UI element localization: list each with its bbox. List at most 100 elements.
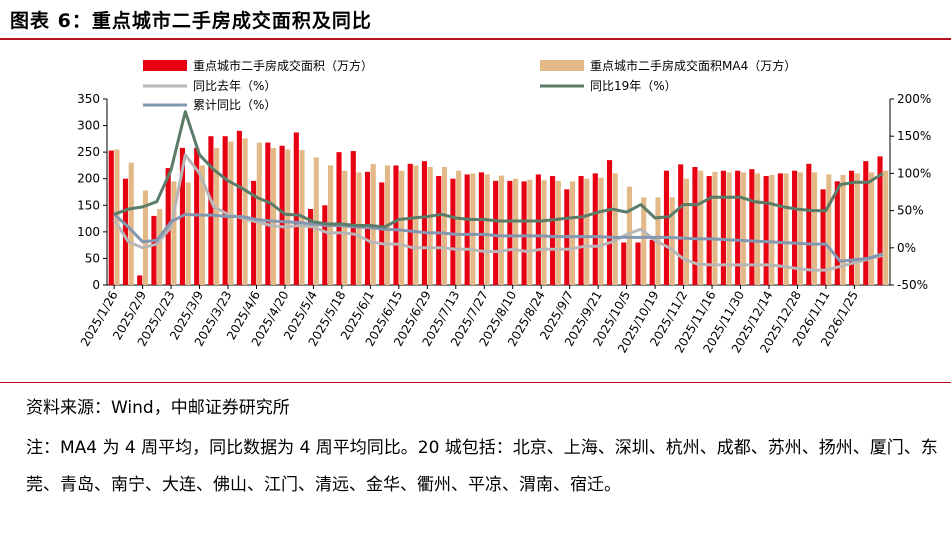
area-bar: [407, 163, 413, 285]
legend-label-cum: 累计同比（%）: [193, 98, 276, 112]
ma4-bar: [242, 138, 248, 285]
area-bar: [606, 160, 613, 285]
area-bar: [763, 176, 769, 285]
area-bar: [735, 170, 741, 285]
area-bar: [692, 167, 698, 285]
ma4-bar: [228, 141, 234, 285]
area-bar: [122, 178, 129, 285]
chart-area: 重点城市二手房成交面积（万方） 重点城市二手房成交面积MA4（万方） 同比去年（…: [77, 58, 931, 355]
ma4-bar: [826, 174, 832, 285]
area-bar: [663, 170, 670, 285]
area-bar: [208, 136, 214, 285]
axes: 0 50 100 150 200 250 300 350 -50% 0% 50% 100% 150% 20…: [77, 92, 931, 292]
right-tick-label: 100%: [897, 166, 931, 180]
bottom-rule: [0, 382, 951, 383]
ma4-bar: [456, 170, 462, 285]
area-bar: [151, 215, 157, 285]
area-bar: [706, 176, 712, 285]
area-bar: [578, 176, 584, 285]
area-bar: [421, 161, 428, 285]
area-bar: [635, 242, 641, 285]
ma4-bar: [726, 172, 732, 285]
legend-label-yoy-ly: 同比去年（%）: [193, 79, 276, 93]
area-bar: [379, 182, 385, 285]
ma4-bar: [854, 173, 860, 285]
ma4-bar: [441, 167, 447, 285]
ma4-bar: [470, 173, 476, 285]
area-bar: [820, 189, 826, 285]
area-bar: [478, 172, 484, 285]
legend-swatch-bar: [143, 60, 187, 71]
ma4-bar: [413, 165, 419, 285]
ma4-bar: [883, 170, 889, 285]
ma4-bar: [185, 182, 191, 285]
ma4-bar: [641, 197, 647, 285]
area-bar: [720, 170, 726, 285]
right-tick-label: -50%: [897, 278, 928, 292]
area-bar: [806, 163, 812, 285]
ma4-bar: [199, 165, 205, 285]
area-bar: [222, 136, 228, 285]
ma4-bar: [584, 178, 590, 285]
ma4-bar: [484, 174, 490, 285]
x-tick-label: 2025/1/26: [78, 289, 121, 349]
ma4-bar: [812, 172, 818, 285]
area-bar: [749, 169, 755, 285]
ma4-bars: [114, 138, 889, 285]
area-bar: [293, 132, 299, 285]
area-bar: [792, 170, 798, 285]
ma4-bar: [626, 186, 633, 285]
source-note: 资料来源：Wind，中邮证券研究所: [26, 398, 290, 418]
left-tick-label: 250: [77, 145, 100, 159]
area-bar: [393, 165, 399, 285]
area-bar: [194, 147, 200, 285]
ma4-bar: [513, 178, 519, 285]
area-bar: [336, 152, 342, 285]
area-bar: [265, 142, 271, 285]
left-tick-label: 300: [77, 119, 100, 133]
left-tick-label: 200: [77, 172, 100, 186]
area-bar: [137, 275, 143, 285]
legend-label-yoy-19: 同比19年（%）: [590, 79, 677, 93]
ma4-bar: [498, 175, 504, 285]
ma4-bar: [399, 170, 405, 285]
ma4-bar: [598, 177, 604, 285]
area-bar: [521, 181, 527, 285]
left-tick-label: 350: [77, 92, 100, 106]
ma4-bar: [157, 209, 163, 285]
area-bars: [108, 130, 883, 285]
right-tick-label: 200%: [897, 92, 931, 106]
area-bar: [863, 161, 869, 285]
ma4-bar: [612, 173, 618, 285]
left-tick-label: 150: [77, 198, 100, 212]
ma4-bar: [740, 172, 746, 285]
area-bar: [535, 174, 541, 285]
right-tick-label: 0%: [897, 241, 916, 255]
left-tick-label: 50: [85, 251, 100, 265]
ma4-bar: [683, 178, 689, 285]
area-bar: [450, 178, 456, 285]
ma4-bar: [555, 180, 561, 285]
area-bar: [592, 173, 598, 285]
area-bar: [236, 130, 242, 285]
cumulative-yoy-line: [113, 212, 884, 263]
ma4-bar: [840, 174, 846, 285]
area-bar: [436, 176, 442, 285]
top-rule: [0, 38, 951, 40]
area-bar: [108, 150, 114, 285]
area-bar: [877, 156, 883, 285]
area-bar: [350, 151, 356, 285]
ma4-bar: [285, 149, 291, 285]
area-bar: [464, 174, 470, 285]
area-bar: [621, 242, 627, 285]
yoy-lines: [112, 110, 884, 272]
ma4-bar: [541, 180, 547, 285]
area-bar: [507, 180, 513, 285]
ma4-bar: [128, 162, 134, 285]
ma4-bar: [427, 167, 433, 285]
ma4-bar: [569, 181, 576, 285]
ma4-bar: [271, 147, 277, 285]
area-bar: [834, 181, 840, 285]
area-bar: [493, 180, 499, 285]
ma4-bar: [769, 174, 775, 285]
